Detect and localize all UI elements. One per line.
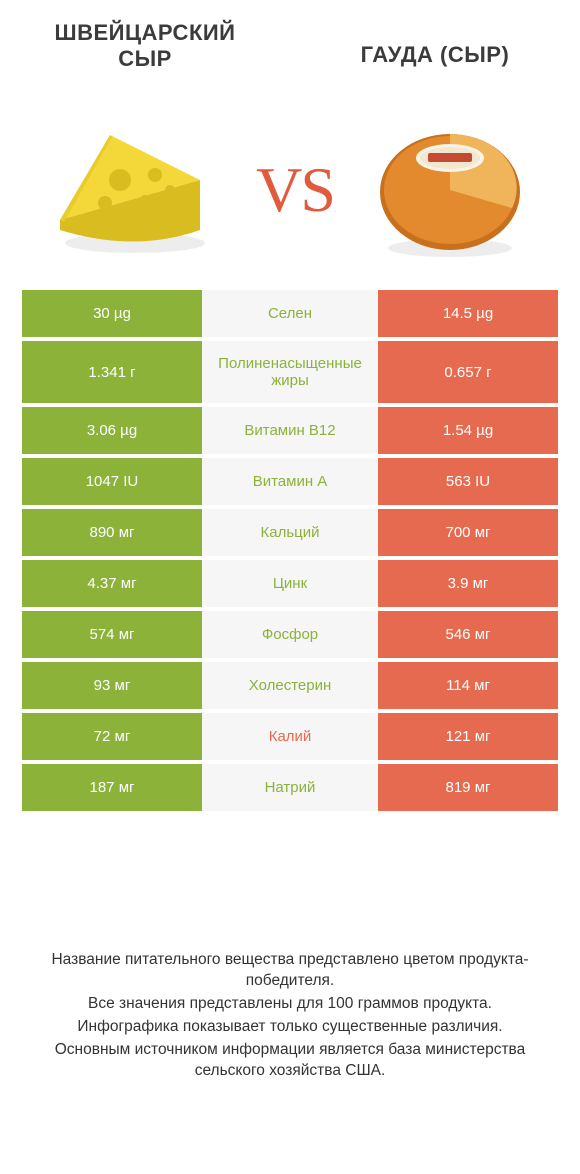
right-value: 121 мг	[378, 713, 558, 760]
left-value: 4.37 мг	[22, 560, 202, 607]
table-row: 4.37 мгЦинк3.9 мг	[22, 560, 558, 607]
left-value: 1.341 г	[22, 341, 202, 403]
right-value: 114 мг	[378, 662, 558, 709]
gouda-cheese-icon	[370, 120, 530, 260]
table-row: 93 мгХолестерин114 мг	[22, 662, 558, 709]
footer-line: Основным источником информации является …	[22, 1040, 558, 1082]
right-value: 3.9 мг	[378, 560, 558, 607]
right-value: 14.5 µg	[378, 290, 558, 337]
nutrient-name: Витамин A	[202, 458, 378, 505]
right-value: 0.657 г	[378, 341, 558, 403]
nutrient-name: Цинк	[202, 560, 378, 607]
table-row: 30 µgСелен14.5 µg	[22, 290, 558, 337]
nutrient-table: 30 µgСелен14.5 µg1.341 гПолиненасыщенные…	[22, 290, 558, 815]
left-value: 187 мг	[22, 764, 202, 811]
left-value: 72 мг	[22, 713, 202, 760]
images-row: VS	[0, 110, 580, 270]
right-value: 546 мг	[378, 611, 558, 658]
table-row: 1.341 гПолиненасыщенные жиры0.657 г	[22, 341, 558, 403]
table-row: 72 мгКалий121 мг	[22, 713, 558, 760]
right-value: 563 IU	[378, 458, 558, 505]
nutrient-name: Натрий	[202, 764, 378, 811]
table-row: 890 мгКальций700 мг	[22, 509, 558, 556]
table-row: 187 мгНатрий819 мг	[22, 764, 558, 811]
left-product-title: ШВЕЙЦАРСКИЙ СЫР	[0, 20, 290, 72]
right-value: 819 мг	[378, 764, 558, 811]
footer-line: Название питательного вещества представл…	[22, 950, 558, 992]
left-value: 890 мг	[22, 509, 202, 556]
left-value: 93 мг	[22, 662, 202, 709]
left-value: 1047 IU	[22, 458, 202, 505]
table-row: 3.06 µgВитамин B121.54 µg	[22, 407, 558, 454]
right-product-title: ГАУДА (СЫР)	[290, 42, 580, 68]
nutrient-name: Витамин B12	[202, 407, 378, 454]
nutrient-name: Фосфор	[202, 611, 378, 658]
table-row: 1047 IUВитамин A563 IU	[22, 458, 558, 505]
comparison-infographic: ШВЕЙЦАРСКИЙ СЫР ГАУДА (СЫР) VS 30 µ	[0, 0, 580, 1174]
left-value: 3.06 µg	[22, 407, 202, 454]
titles-row: ШВЕЙЦАРСКИЙ СЫР ГАУДА (СЫР)	[0, 20, 580, 72]
nutrient-name: Кальций	[202, 509, 378, 556]
swiss-cheese-icon	[50, 125, 220, 255]
right-value: 700 мг	[378, 509, 558, 556]
nutrient-name: Калий	[202, 713, 378, 760]
footer-line: Все значения представлены для 100 граммо…	[22, 994, 558, 1015]
nutrient-name: Селен	[202, 290, 378, 337]
footer-notes: Название питательного вещества представл…	[22, 950, 558, 1084]
nutrient-name: Холестерин	[202, 662, 378, 709]
nutrient-name: Полиненасыщенные жиры	[202, 341, 378, 403]
table-row: 574 мгФосфор546 мг	[22, 611, 558, 658]
left-value: 574 мг	[22, 611, 202, 658]
vs-label: VS	[256, 153, 334, 227]
left-value: 30 µg	[22, 290, 202, 337]
right-value: 1.54 µg	[378, 407, 558, 454]
footer-line: Инфографика показывает только существенн…	[22, 1017, 558, 1038]
